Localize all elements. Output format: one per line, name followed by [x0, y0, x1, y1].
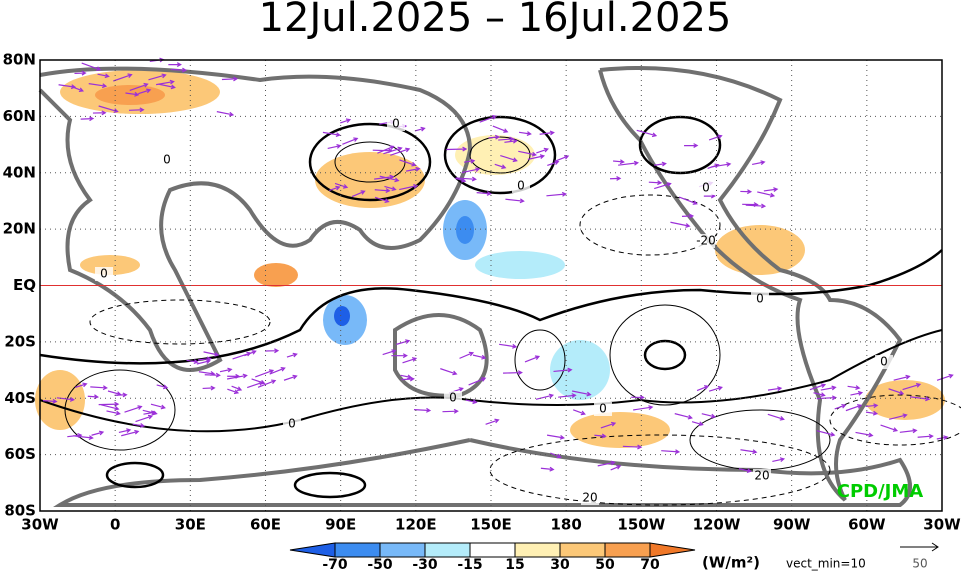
lon-label: 60E	[250, 516, 281, 534]
contour-label: 0	[880, 355, 888, 369]
contour-label: 0	[756, 292, 764, 306]
colorbar-label: 30	[550, 557, 570, 573]
contour-label-bg	[875, 355, 893, 369]
colorbar-cell	[334, 542, 381, 558]
colorbar-label: -50	[367, 557, 393, 573]
contour-label: -20	[696, 234, 716, 248]
lon-label: 150E	[470, 516, 512, 534]
contour-label: 20	[582, 491, 597, 505]
colorbar-cell	[514, 542, 561, 558]
colorbar-label: -30	[412, 557, 438, 573]
contour-label: 0	[163, 153, 171, 167]
contour-label: 20	[754, 469, 769, 483]
contour-label-bg	[387, 117, 405, 131]
contour-label: 0	[100, 267, 108, 281]
credit: CPD/JMA	[837, 481, 924, 502]
contour-label: 0	[517, 179, 525, 193]
vector-note: vect_min=10	[786, 557, 866, 571]
title: 12Jul.2025 – 16Jul.2025	[259, 0, 732, 41]
contour-label-bg	[753, 469, 771, 483]
contour-label-bg	[594, 402, 612, 416]
contour-label: 0	[449, 391, 457, 405]
colorbar-end	[649, 542, 696, 558]
lat-label: 40N	[3, 163, 36, 181]
contour-label-bg	[697, 234, 715, 248]
coastlines	[38, 66, 912, 507]
colorbar-label: 70	[640, 557, 660, 573]
colorbar-label: -70	[322, 557, 348, 573]
lat-label: 60S	[4, 445, 36, 463]
lon-label: 30E	[175, 516, 206, 534]
lon-label: 30W	[923, 516, 961, 534]
lon-label: 0	[110, 516, 120, 534]
contour-label: 0	[288, 417, 296, 431]
colorbar-cell	[604, 542, 651, 558]
reference-vector-head	[931, 542, 939, 552]
colorbar-cell	[559, 542, 606, 558]
lon-label: 120W	[693, 516, 741, 534]
colorbar-cell	[424, 542, 471, 558]
contour-label-bg	[444, 391, 462, 405]
lon-label: 180	[551, 516, 582, 534]
lat-label: 60N	[3, 107, 36, 125]
contour-label-bg	[95, 267, 113, 281]
map-frame	[39, 59, 943, 512]
colorbar-label: -15	[457, 557, 482, 573]
lon-label: 90W	[773, 516, 811, 534]
units: (W/m²)	[702, 554, 760, 572]
lat-label: EQ	[13, 276, 36, 294]
colorbar-end	[289, 542, 336, 558]
lat-label: 80S	[4, 502, 36, 520]
lon-label: 30W	[21, 516, 59, 534]
lon-label: 90E	[325, 516, 356, 534]
anomaly-shading	[35, 70, 945, 448]
lon-label: 60W	[848, 516, 886, 534]
colorbar-cell	[469, 542, 516, 558]
contours	[39, 115, 961, 506]
lat-label: 20S	[4, 332, 36, 350]
contour-label: 0	[392, 117, 400, 131]
lon-label: 150W	[617, 516, 665, 534]
colorbar-cell	[379, 542, 426, 558]
colorbar-label: 15	[505, 557, 524, 573]
contour-label-bg	[751, 292, 769, 306]
contour-label: 0	[599, 402, 607, 416]
lat-label: 20N	[3, 220, 36, 238]
lat-label: 40S	[4, 389, 36, 407]
reference-vector-label: 50	[912, 557, 927, 571]
lon-label: 120E	[395, 516, 437, 534]
contour-label-bg	[512, 179, 530, 193]
contour-label-bg	[581, 491, 599, 505]
colorbar-label: 50	[595, 557, 615, 573]
contour-label: 0	[702, 181, 710, 195]
contour-label-bg	[697, 181, 715, 195]
lat-label: 80N	[3, 51, 36, 69]
contour-label-bg	[158, 153, 176, 167]
contour-label-bg	[283, 417, 301, 431]
colorbar: -70 -50 -30 -15 15 30 50 70	[289, 542, 696, 573]
